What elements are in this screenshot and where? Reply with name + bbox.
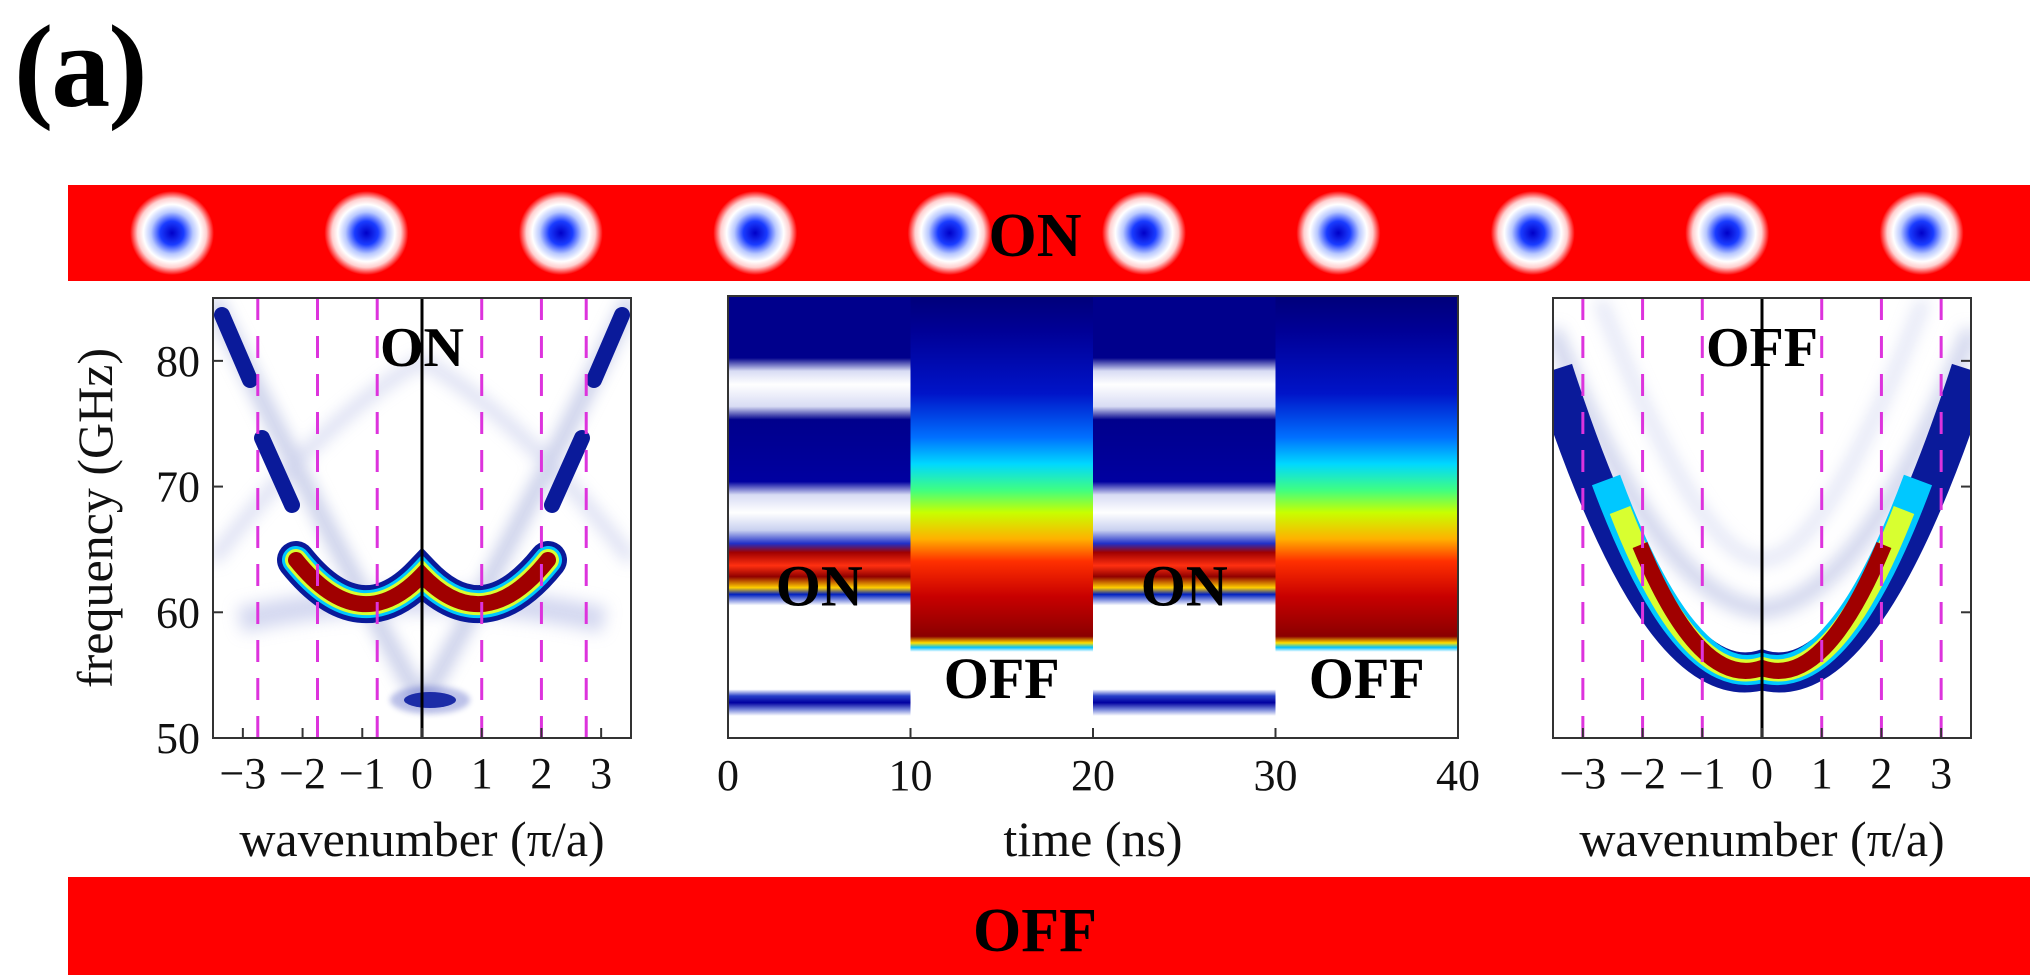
left-y-tick-label: 70 (156, 463, 200, 512)
left-y-axis-label: frequency (GHz) (67, 348, 123, 688)
right-inset-label: OFF (1706, 317, 1818, 379)
evanescent-spot-row (130, 191, 1964, 275)
middle-x-tick-label: 30 (1254, 751, 1298, 800)
evanescent-spot (1685, 191, 1770, 275)
time-segment-on (1093, 296, 1276, 738)
left-y-tick-label: 80 (156, 337, 200, 386)
middle-x-tick-label: 40 (1436, 751, 1480, 800)
right-x-tick-label: 3 (1930, 749, 1952, 798)
time-segment-off (910, 296, 1093, 738)
top-bar-label: ON (989, 202, 1082, 270)
left-x-axis-label: wavenumber (π/a) (239, 811, 604, 867)
right-x-tick-label: −2 (1619, 749, 1666, 798)
evanescent-spot (1102, 191, 1186, 275)
middle-x-tick-label: 20 (1071, 751, 1115, 800)
time-segment-label: ON (1141, 553, 1228, 618)
time-segment-off (1275, 296, 1458, 738)
left-x-tick-label: 1 (471, 749, 493, 798)
bottom-bar-label: OFF (973, 897, 1097, 965)
right-x-axis-label: wavenumber (π/a) (1579, 811, 1944, 867)
middle-x-tick-label: 0 (717, 751, 739, 800)
left-inset-label: ON (380, 317, 464, 379)
evanescent-spot (518, 191, 603, 275)
bottom-off-bar (68, 877, 2030, 975)
evanescent-spot (1296, 191, 1381, 275)
time-segment-label: ON (776, 553, 863, 618)
evanescent-spot (713, 191, 798, 275)
left-x-tick-label: −3 (219, 749, 266, 798)
time-segment-label: OFF (944, 646, 1060, 711)
time-segment-on (728, 296, 911, 738)
left-y-tick-label: 50 (156, 714, 200, 763)
panel-label: (a) (14, 1, 148, 132)
right-x-tick-label: −3 (1559, 749, 1606, 798)
right-x-tick-label: 2 (1870, 749, 1892, 798)
left-y-tick-label: 60 (156, 588, 200, 637)
left-x-tick-label: 2 (530, 749, 552, 798)
middle-time-plot: 0 10 20 30 40 ON OFF ON OFF time (ns) (717, 295, 1480, 867)
evanescent-spot (324, 191, 409, 275)
right-dispersion-plot: −3 −2 −1 0 1 2 3 OFF wavenumber (π/a) (1552, 297, 1972, 867)
middle-x-tick-label: 10 (889, 751, 933, 800)
evanescent-spot (1879, 191, 1964, 275)
left-x-tick-label: −1 (339, 749, 386, 798)
right-x-tick-label: 0 (1751, 749, 1773, 798)
evanescent-spot (130, 191, 214, 275)
time-segment-label: OFF (1309, 646, 1425, 711)
left-x-tick-label: −2 (279, 749, 326, 798)
left-x-tick-label: 0 (411, 749, 433, 798)
evanescent-spot (1490, 191, 1575, 275)
evanescent-spot (907, 191, 992, 275)
middle-x-axis-label: time (ns) (1003, 811, 1182, 867)
right-x-tick-label: 1 (1811, 749, 1833, 798)
left-x-tick-label: 3 (590, 749, 612, 798)
right-x-tick-label: −1 (1679, 749, 1726, 798)
